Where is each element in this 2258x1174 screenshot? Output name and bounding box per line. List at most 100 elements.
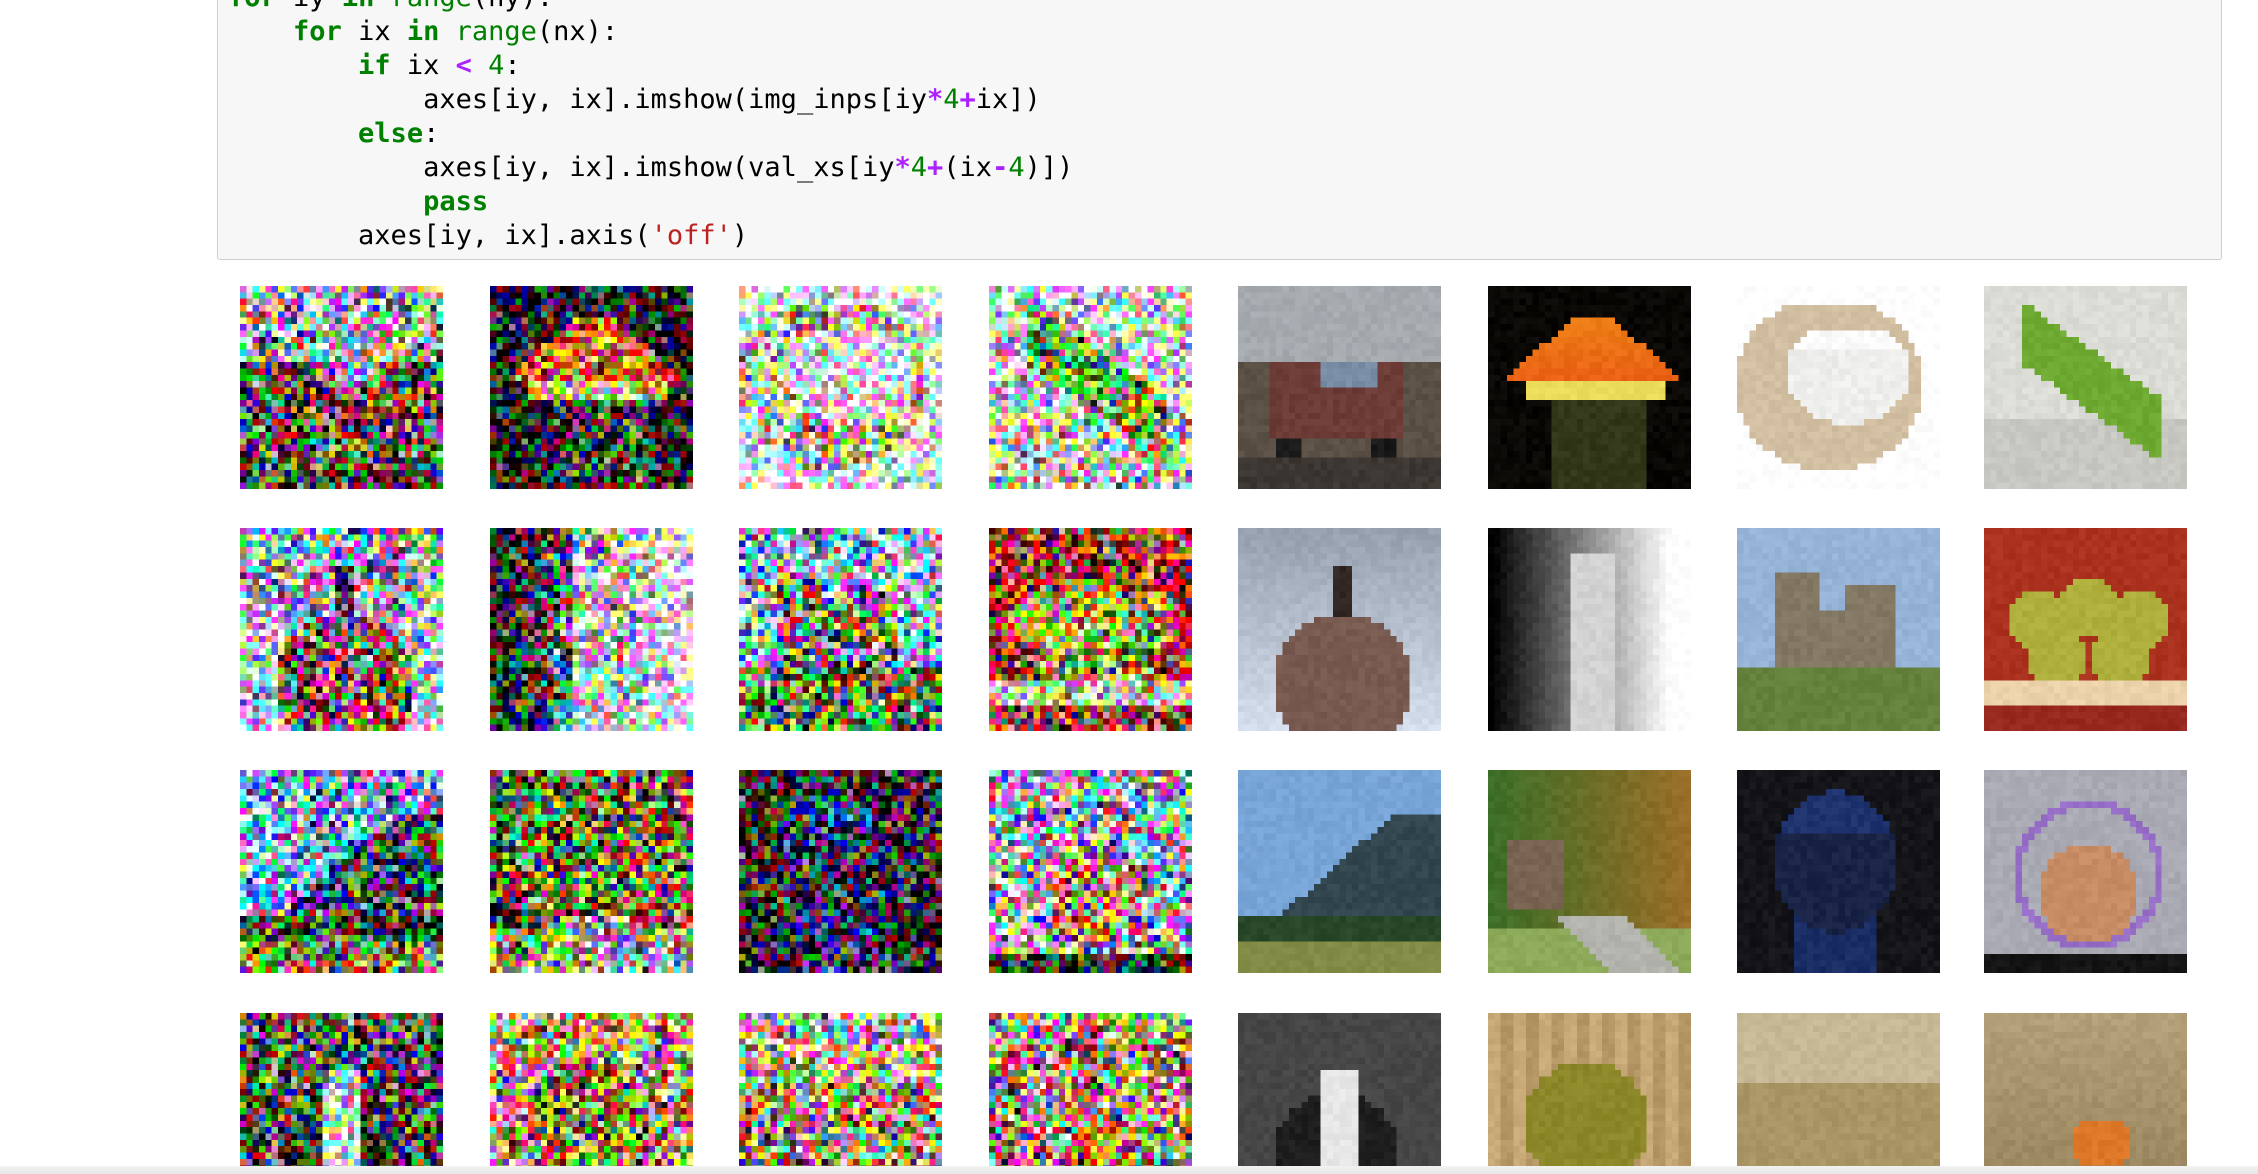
image-goose (1238, 528, 1441, 731)
image-canvas (1238, 528, 1441, 731)
image-canvas (989, 528, 1192, 731)
image-pears (1984, 528, 2187, 731)
code-token: )]) (1024, 152, 1074, 183)
image-canvas (989, 770, 1192, 973)
code-token: < (455, 50, 472, 81)
image-blue-seat (1737, 770, 1940, 973)
image-fox-noisy (989, 1013, 1192, 1174)
image-canvas (1238, 1013, 1441, 1174)
code-token: for (228, 0, 277, 13)
code-token: (nx): (536, 16, 619, 47)
image-canvas (240, 528, 443, 731)
image-stone-castle (1737, 528, 1940, 731)
image-tank-noisy (739, 1013, 942, 1174)
code-token: range (455, 16, 537, 47)
image-skunk (1238, 1013, 1441, 1174)
code-token: iy (277, 0, 342, 13)
code-line: axes[iy, ix].imshow(val_xs[iy*4+(ix-4)]) (228, 151, 1073, 185)
output-area (0, 270, 2258, 1174)
image-glass-bottle (1488, 528, 1691, 731)
code-line: for ix in range(nx): (228, 15, 1073, 49)
code-token (228, 50, 358, 81)
image-canvas (490, 1013, 693, 1174)
code-line: axes[iy, ix].axis('off') (228, 219, 1073, 253)
code-line: pass (228, 185, 1073, 219)
image-canvas (1737, 528, 1940, 731)
image-canvas (1984, 528, 2187, 731)
image-canvas (490, 286, 693, 489)
image-pears-noisy (989, 528, 1192, 731)
image-canvas (739, 286, 942, 489)
code-token: axes[iy, ix].axis( (228, 220, 651, 251)
image-canvas (1488, 1013, 1691, 1174)
image-wooden-bridge (1488, 770, 1691, 973)
code-token (439, 16, 455, 47)
code-token: for (293, 16, 342, 47)
code-line: axes[iy, ix].imshow(img_inps[iy*4+ix]) (228, 83, 1073, 117)
image-canvas (1984, 1013, 2187, 1174)
image-skunk-noisy (240, 1013, 443, 1174)
image-canvas (1984, 770, 2187, 973)
image-mountain (1238, 770, 1441, 973)
image-canvas (1488, 528, 1691, 731)
code-token: (ny): (472, 0, 553, 13)
code-token: if (358, 50, 391, 81)
image-orange-lamp (1488, 286, 1691, 489)
code-line: if ix < 4: (228, 49, 1073, 83)
image-lizard-noisy (989, 286, 1192, 489)
image-canvas (739, 1013, 942, 1174)
image-seat-noisy (739, 770, 942, 973)
code-token: ix (341, 16, 407, 47)
image-tank (1737, 1013, 1940, 1174)
code-token: + (927, 152, 944, 183)
bottom-scroll-edge (0, 1166, 2258, 1174)
image-canvas (1488, 286, 1691, 489)
image-green-lizard (1984, 286, 2187, 489)
code-token: in (406, 16, 440, 47)
code-token: : (423, 118, 440, 149)
image-mouse-noisy (989, 770, 1192, 973)
image-canvas (989, 1013, 1192, 1174)
code-token: 4 (488, 50, 505, 81)
code-token: pass (423, 186, 489, 217)
image-canvas (1238, 770, 1441, 973)
code-token: * (894, 152, 911, 183)
code-token: else (358, 118, 424, 149)
code-token: 4 (943, 84, 960, 115)
image-canvas (1984, 286, 2187, 489)
image-canvas (989, 286, 1192, 489)
code-token (228, 16, 293, 47)
code-token: + (959, 84, 976, 115)
code-line: for iy in range(ny): (228, 0, 1073, 15)
image-canvas (240, 286, 443, 489)
image-lamp-noisy (490, 286, 693, 489)
image-pickup-truck (1238, 286, 1441, 489)
code-token (374, 0, 390, 13)
code-token: : (504, 50, 521, 81)
image-fox (1984, 1013, 2187, 1174)
code-token: axes[iy, ix].imshow(img_inps[iy (228, 84, 927, 115)
image-canvas (739, 770, 942, 973)
code-token (228, 186, 423, 217)
image-castle-noisy (739, 528, 942, 731)
image-apple-noisy (490, 1013, 693, 1174)
image-canvas (1488, 770, 1691, 973)
image-canvas (1737, 770, 1940, 973)
image-canvas (240, 1013, 443, 1174)
image-mountain-noisy (240, 770, 443, 973)
image-canvas (1737, 1013, 1940, 1174)
code-token (472, 50, 488, 81)
image-canvas (739, 528, 942, 731)
image-bowl-noisy (739, 286, 942, 489)
code-token: - (992, 152, 1009, 183)
image-apple (1488, 1013, 1691, 1174)
code-line: else: (228, 117, 1073, 151)
image-canvas (240, 770, 443, 973)
code-cell[interactable]: for iy in range(ny): for ix in range(nx)… (217, 0, 2222, 260)
image-canvas (1737, 286, 1940, 489)
code-token: 4 (1008, 152, 1025, 183)
code-token: ix]) (975, 84, 1041, 115)
image-canvas (490, 528, 693, 731)
code-editor[interactable]: for iy in range(ny): for ix in range(nx)… (228, 0, 1073, 253)
